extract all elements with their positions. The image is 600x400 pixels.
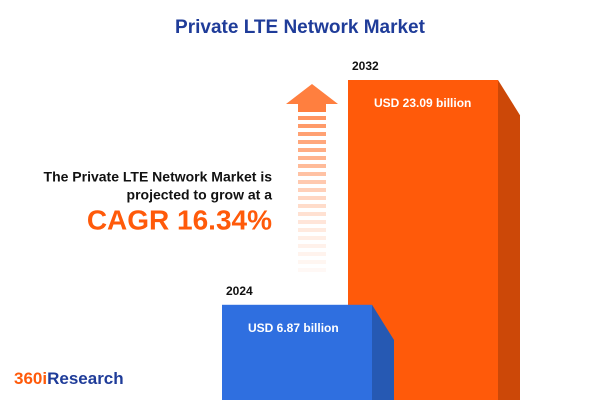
category-label: 2024 [226,284,253,298]
logo-prefix: 360i [14,369,47,388]
growth-arrow [286,84,338,272]
cagr: CAGR 16.34% [87,204,272,235]
annotation-line: projected to grow at a [127,187,273,203]
bar [222,304,372,400]
annotation-line: The Private LTE Network Market is [44,169,273,185]
bar-side [498,80,520,400]
bar-side [372,304,394,400]
logo-name: Research [47,369,124,388]
category-label: 2032 [352,59,379,73]
logo: 360iResearch [14,369,124,388]
bars: 2032 USD 23.09 billion 2024 USD 6.87 billio… [222,59,520,400]
chart-title: Private LTE Network Market [175,17,426,38]
value-label: USD 23.09 billion [374,96,471,110]
value-label: USD 6.87 billion [248,321,339,335]
